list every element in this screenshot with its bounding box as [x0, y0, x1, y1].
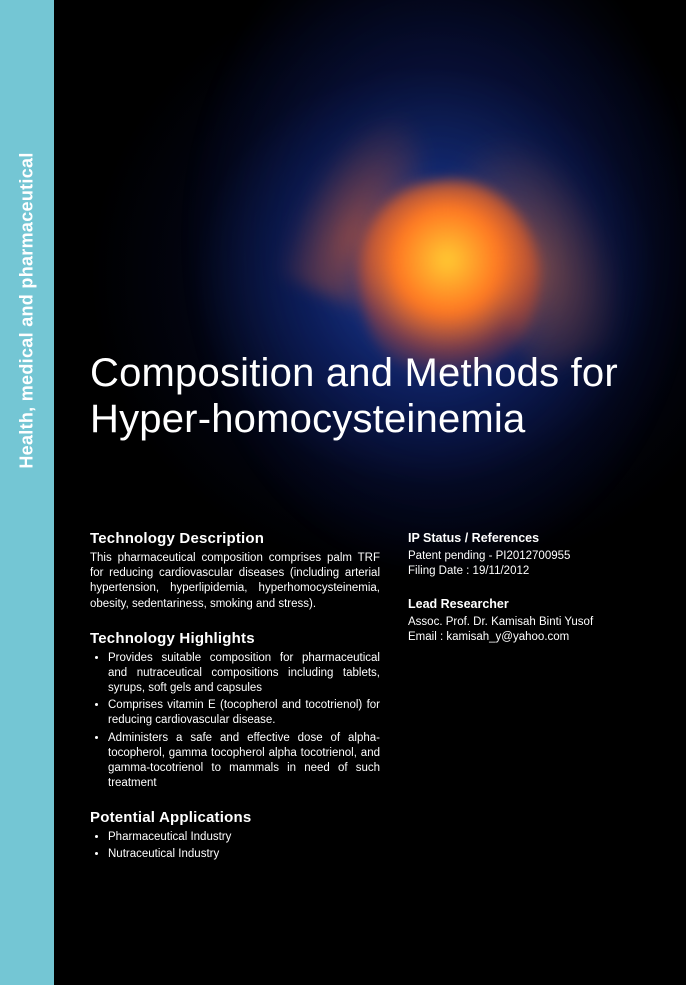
potential-applications-list: Pharmaceutical Industry Nutraceutical In… [90, 830, 380, 862]
category-label: Health, medical and pharmaceutical [17, 152, 38, 468]
potential-applications-heading: Potential Applications [90, 809, 380, 826]
lead-researcher-block: Lead Researcher Assoc. Prof. Dr. Kamisah… [408, 596, 648, 646]
tech-description-body: This pharmaceutical composition comprise… [90, 551, 380, 612]
page: Health, medical and pharmaceutical Compo… [0, 0, 686, 985]
list-item: Comprises vitamin E (tocopherol and toco… [108, 698, 380, 728]
left-column: Technology Description This pharmaceutic… [90, 530, 380, 881]
category-sidebar: Health, medical and pharmaceutical [0, 0, 54, 985]
list-item: Nutraceutical Industry [108, 847, 380, 862]
lead-researcher-name: Assoc. Prof. Dr. Kamisah Binti Yusof [408, 615, 648, 631]
tech-highlights-list: Provides suitable composition for pharma… [90, 651, 380, 792]
ip-status-block: IP Status / References Patent pending - … [408, 530, 648, 580]
page-title: Composition and Methods for Hyper-homocy… [90, 350, 686, 442]
lead-researcher-heading: Lead Researcher [408, 596, 648, 613]
ip-status-filing: Filing Date : 19/11/2012 [408, 564, 648, 580]
ip-status-patent: Patent pending - PI2012700955 [408, 549, 648, 565]
tech-description-heading: Technology Description [90, 530, 380, 547]
lead-researcher-email: Email : kamisah_y@yahoo.com [408, 630, 648, 646]
list-item: Administers a safe and effective dose of… [108, 731, 380, 792]
right-column: IP Status / References Patent pending - … [408, 530, 648, 881]
tech-highlights-heading: Technology Highlights [90, 630, 380, 647]
list-item: Pharmaceutical Industry [108, 830, 380, 845]
content-columns: Technology Description This pharmaceutic… [90, 530, 650, 881]
list-item: Provides suitable composition for pharma… [108, 651, 380, 697]
ip-status-heading: IP Status / References [408, 530, 648, 547]
